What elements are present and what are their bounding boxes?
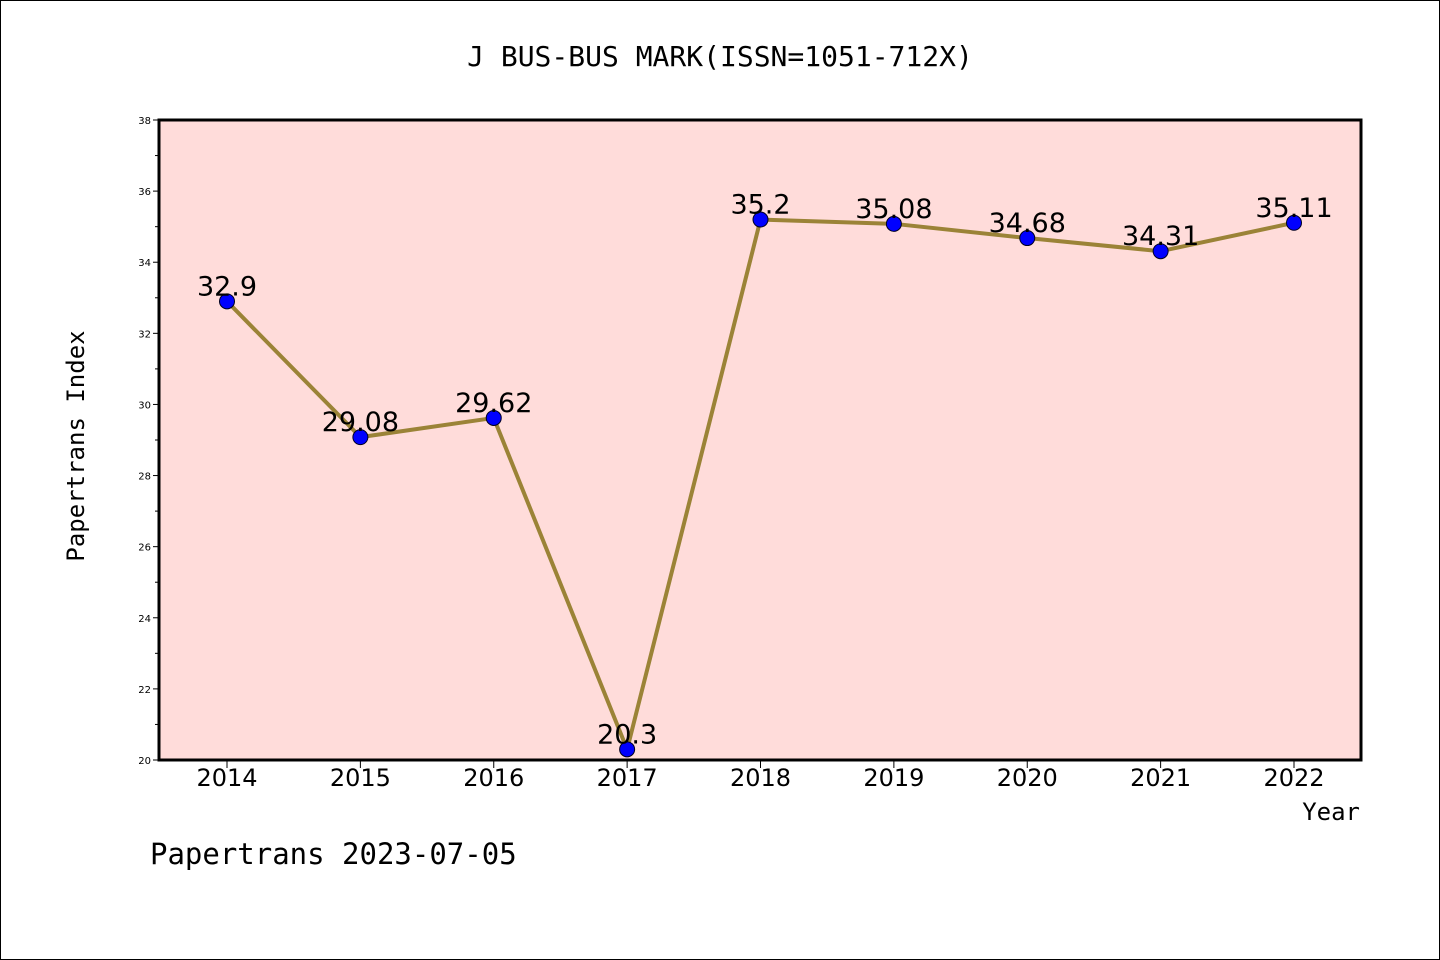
data-label: 35.08: [855, 194, 932, 225]
data-point: [885, 215, 902, 232]
data-label: 29.62: [455, 388, 532, 419]
y-axis: 20 22 24 26 28 30 32 34 36 38: [138, 116, 159, 767]
x-tick-label: 2015: [330, 764, 391, 792]
y-tick-label: 34: [138, 258, 151, 269]
y-tick-label: 32: [138, 329, 151, 340]
y-tick-label: 38: [138, 116, 151, 127]
data-point: [219, 293, 235, 310]
data-label: 29.08: [322, 407, 399, 438]
footer-caption: Papertrans 2023-07-05: [150, 837, 517, 871]
data-point: [485, 409, 502, 426]
data-label: 34.31: [1122, 221, 1199, 252]
data-point: [752, 211, 769, 228]
x-tick-label: 2021: [1130, 764, 1191, 792]
x-tick-label: 2017: [597, 764, 658, 792]
x-axis-label: Year: [1302, 798, 1360, 826]
y-tick-label: 22: [138, 685, 151, 696]
y-tick-label: 26: [138, 543, 151, 554]
data-point: [619, 741, 636, 758]
data-label: 35.2: [730, 190, 790, 221]
x-axis: 2014 2015 2016 2017 2018 2019 2020 2021 2022: [196, 760, 1325, 792]
y-tick-label: 30: [138, 400, 151, 411]
series-layer: 32.9 29.08 29.62 20.3 35.2 35.08 34.68 34.31 35.…: [197, 190, 1333, 758]
y-axis-label: Papertrans Index: [62, 330, 90, 561]
data-label: 32.9: [197, 271, 257, 302]
x-tick-label: 2018: [730, 764, 791, 792]
data-point: [1019, 230, 1036, 247]
data-label: 34.68: [989, 208, 1066, 239]
data-point: [1286, 214, 1302, 231]
y-tick-label: 24: [138, 614, 151, 625]
x-tick-label: 2019: [863, 764, 924, 792]
data-label: 35.11: [1255, 193, 1332, 224]
chart-title: J BUS-BUS MARK(ISSN=1051-712X): [467, 40, 973, 73]
x-tick-label: 2022: [1263, 764, 1324, 792]
y-tick-label: 28: [138, 472, 151, 483]
data-point: [352, 429, 369, 446]
x-tick-label: 2020: [997, 764, 1058, 792]
x-tick-label: 2014: [196, 764, 257, 792]
y-tick-label: 36: [138, 187, 151, 198]
y-tick-label: 20: [138, 756, 151, 767]
data-label: 20.3: [597, 719, 657, 750]
data-point: [1152, 243, 1169, 260]
x-tick-label: 2016: [463, 764, 524, 792]
